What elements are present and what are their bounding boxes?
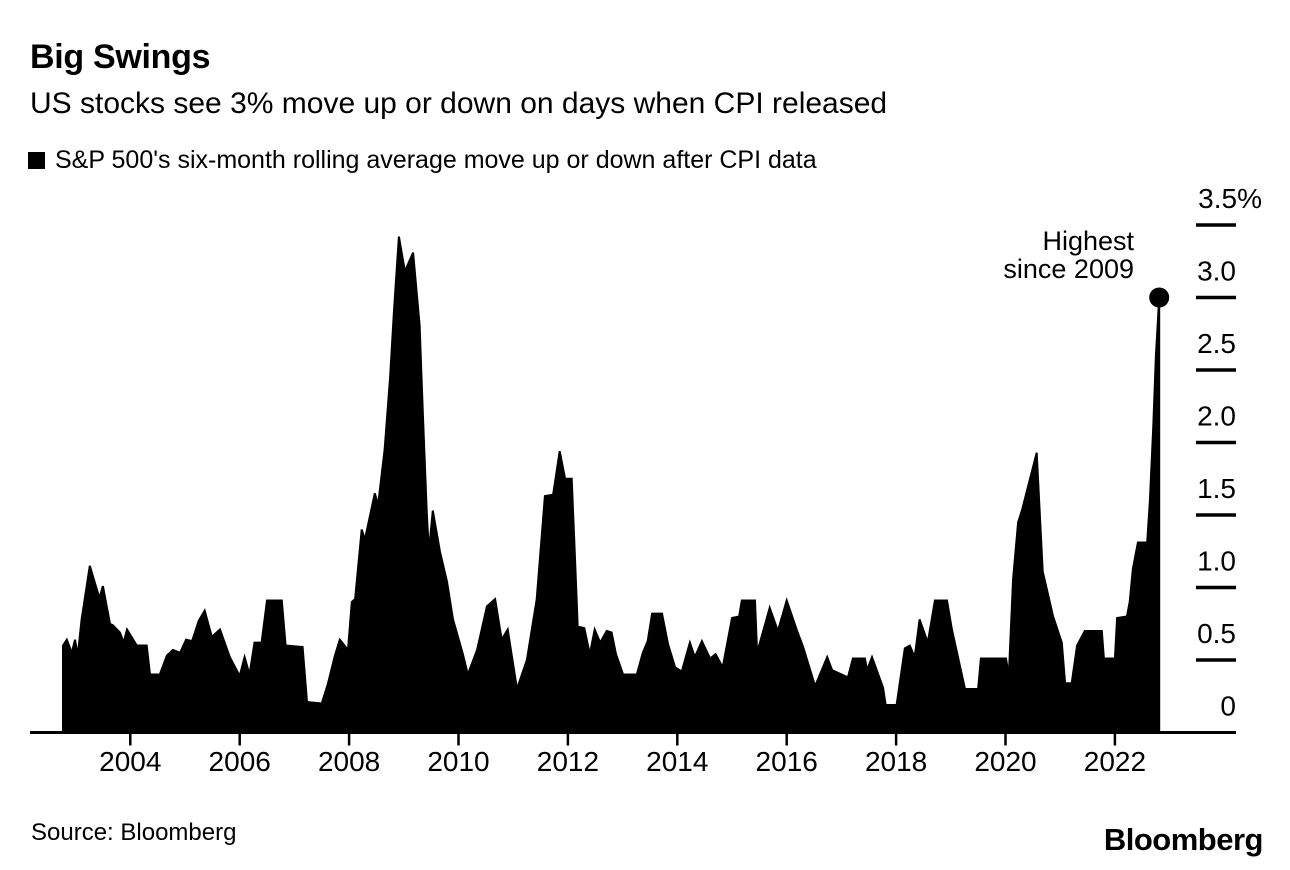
- chart-subtitle: US stocks see 3% move up or down on days…: [30, 87, 888, 120]
- x-axis-label: 2004: [99, 746, 161, 777]
- y-axis-label: 3.0: [1197, 256, 1236, 287]
- annotation-text: since 2009: [1003, 254, 1134, 284]
- endpoint-dot: [1149, 287, 1170, 308]
- area-series: [62, 236, 1161, 734]
- source-attribution: Source: Bloomberg: [31, 819, 237, 846]
- page-title: Big Swings: [30, 38, 211, 76]
- x-axis-label: 2012: [537, 746, 599, 777]
- bloomberg-logo: Bloomberg: [1103, 822, 1264, 857]
- y-axis-label: 2.0: [1197, 401, 1236, 432]
- x-axis-label: 2006: [209, 746, 271, 777]
- y-axis-label: 3.5%: [1198, 183, 1262, 214]
- legend-series-label: S&P 500's six-month rolling average move…: [55, 146, 817, 174]
- x-axis-label: 2016: [756, 746, 818, 777]
- y-axis-label: 1.5: [1197, 473, 1236, 504]
- y-axis-label: 2.5: [1197, 328, 1236, 359]
- y-axis-label: 0: [1220, 691, 1236, 722]
- x-axis-label: 2014: [646, 746, 708, 777]
- chart-legend: S&P 500's six-month rolling average move…: [28, 148, 817, 173]
- annotation-text: Highest: [1042, 226, 1134, 256]
- x-axis-label: 2018: [865, 746, 927, 777]
- x-axis-label: 2008: [318, 746, 380, 777]
- x-axis-label: 2020: [974, 746, 1036, 777]
- y-axis-label: 0.5: [1197, 618, 1236, 649]
- x-axis-label: 2022: [1084, 746, 1146, 777]
- x-axis-label: 2010: [427, 746, 489, 777]
- y-axis-label: 1.0: [1197, 546, 1236, 577]
- legend-swatch-icon: [28, 152, 45, 169]
